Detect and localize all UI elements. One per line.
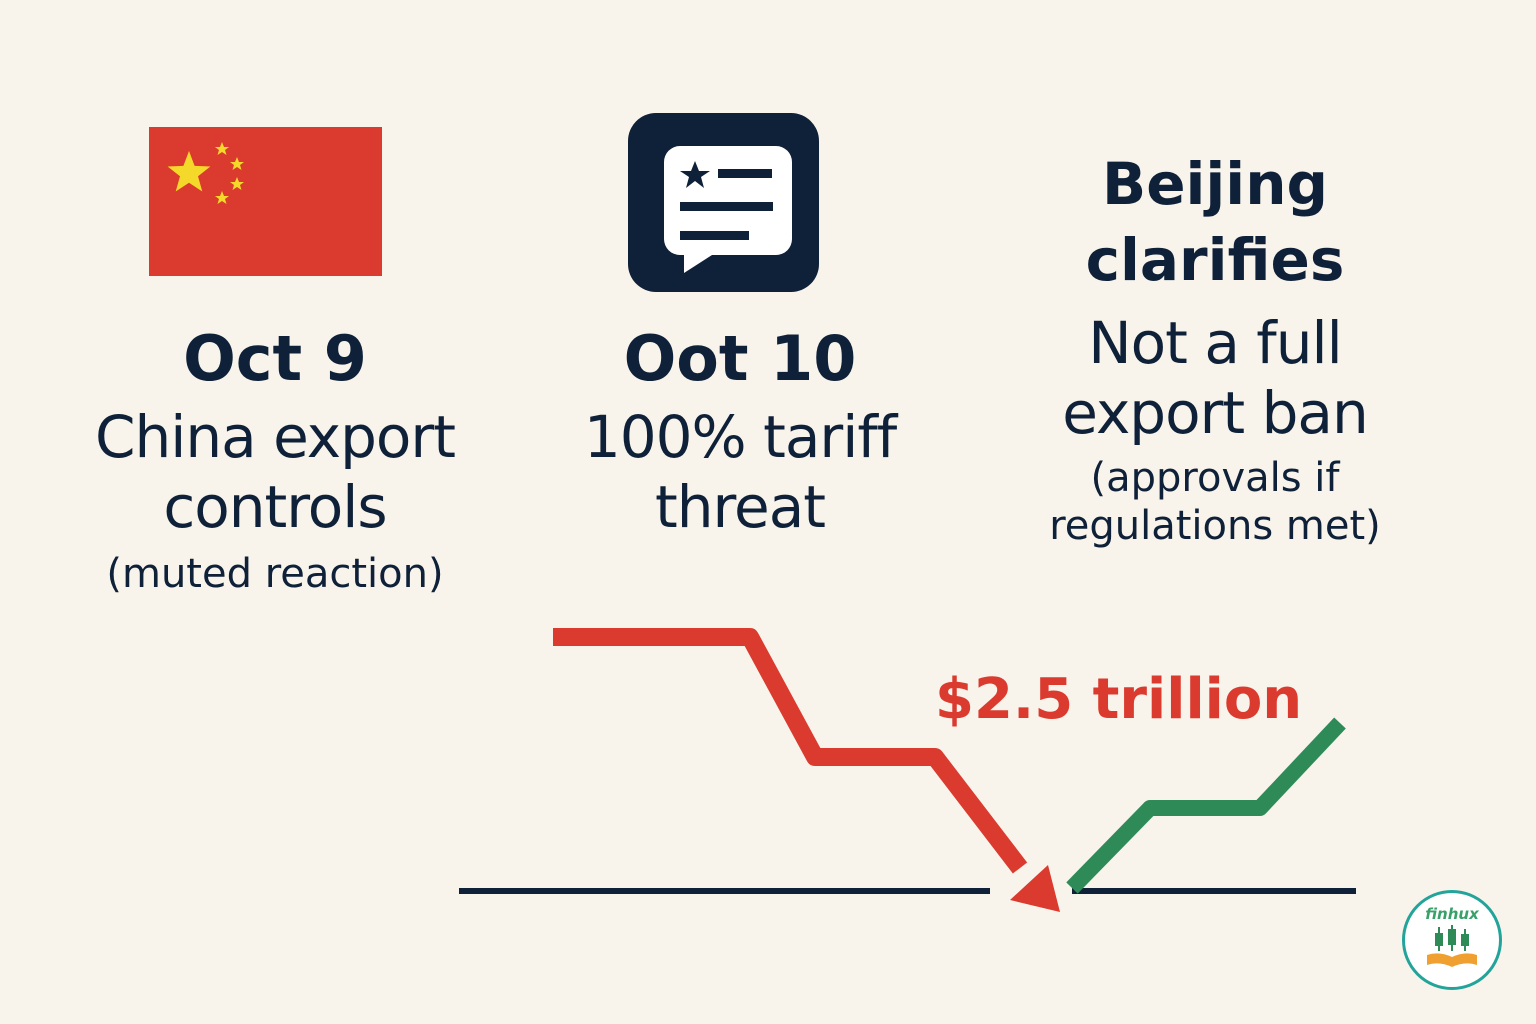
flag-chat-bubble-icon: [628, 113, 819, 292]
event-oct-10: Oot 10 100% tariff threat: [540, 328, 940, 542]
event-headline-line: Beijing: [1102, 150, 1328, 218]
event-headline-line: clarifies: [1085, 226, 1345, 294]
event-description-line: China export: [95, 403, 456, 471]
event-description-line: Not a full: [1088, 309, 1342, 377]
chat-line: [680, 202, 773, 211]
decline-arrowhead: [1010, 865, 1060, 912]
china-flag-icon: [149, 127, 382, 276]
flag-small-star: [215, 142, 229, 155]
event-note: (muted reaction): [106, 551, 444, 597]
chat-line: [680, 231, 749, 240]
event-beijing-clarifies: Beijing clarifies Not a full export ban …: [1010, 146, 1420, 550]
chat-line: [718, 169, 772, 178]
event-description-line: controls: [163, 473, 387, 541]
flag-small-star: [230, 157, 244, 170]
flag-large-star: [167, 151, 211, 192]
logo-text: finhux: [1425, 905, 1479, 923]
flag-small-star: [215, 191, 229, 204]
event-description-line: export ban: [1062, 379, 1368, 447]
event-description-line: threat: [654, 473, 826, 541]
flag-small-star: [230, 177, 244, 190]
market-cap-loss-label: $2.5 trillion: [935, 667, 1303, 732]
finhux-logo: finhux: [1402, 890, 1502, 990]
recovery-line: [1066, 717, 1346, 894]
decline-line: [553, 628, 1028, 874]
chat-star: [680, 161, 710, 188]
event-note-line: (approvals if: [1090, 455, 1340, 501]
event-note-line: regulations met): [1049, 503, 1381, 549]
event-date: Oot 10: [623, 322, 857, 395]
event-description-line: 100% tariff: [583, 403, 897, 471]
event-oct-9: Oct 9 China export controls (muted react…: [70, 328, 480, 598]
event-date: Oct 9: [183, 322, 367, 395]
candlestick-book-logo-icon: [1427, 925, 1477, 967]
